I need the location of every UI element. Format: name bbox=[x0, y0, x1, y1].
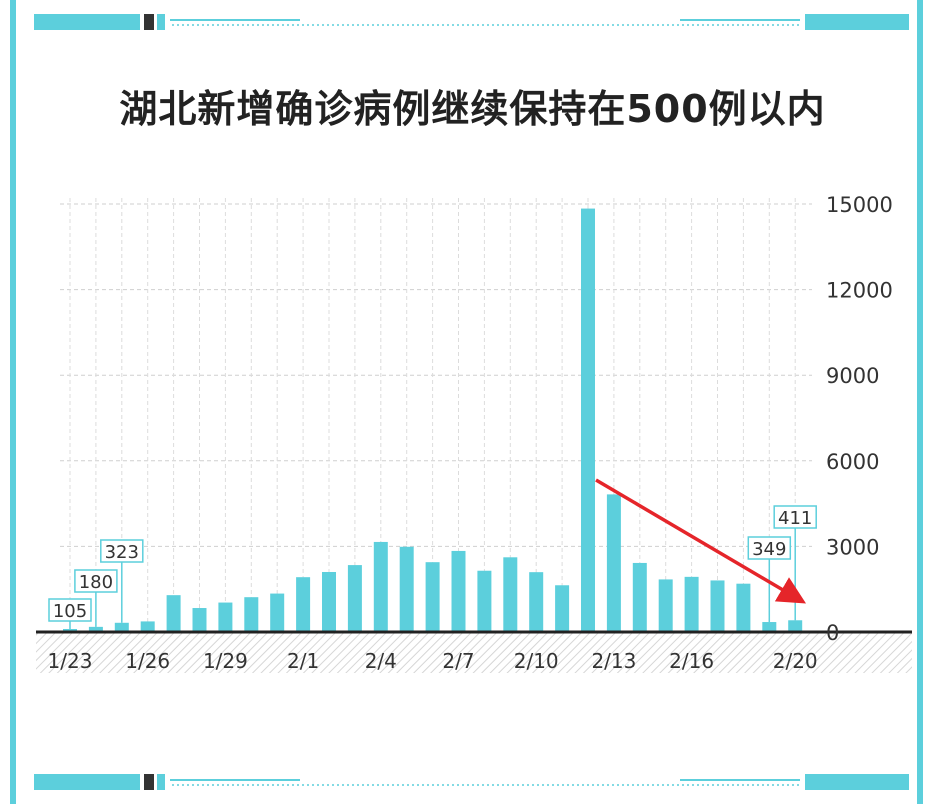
bar bbox=[347, 565, 362, 632]
svg-text:411: 411 bbox=[778, 508, 812, 529]
x-tick-label: 2/1 bbox=[287, 649, 319, 673]
frame-right-border bbox=[917, 0, 923, 804]
y-tick-label: 9000 bbox=[826, 364, 879, 388]
svg-text:105: 105 bbox=[53, 601, 87, 622]
bar bbox=[192, 608, 207, 632]
bar bbox=[581, 208, 595, 632]
bar bbox=[788, 620, 803, 632]
bar bbox=[399, 546, 414, 632]
data-label: 105 bbox=[48, 598, 92, 630]
x-tick-label: 2/7 bbox=[442, 649, 474, 673]
bar bbox=[503, 557, 518, 632]
bar bbox=[684, 576, 699, 632]
data-label: 323 bbox=[100, 539, 144, 623]
bar bbox=[270, 593, 285, 632]
bars bbox=[63, 208, 803, 632]
bar bbox=[322, 571, 336, 632]
x-tick-label: 2/16 bbox=[669, 649, 714, 673]
bar bbox=[477, 570, 492, 632]
x-tick-label: 2/10 bbox=[514, 649, 559, 673]
x-tick-label: 1/29 bbox=[203, 649, 248, 673]
bar bbox=[762, 622, 777, 632]
bar bbox=[166, 595, 181, 632]
bar bbox=[425, 562, 440, 632]
x-axis-band bbox=[36, 633, 912, 673]
chart-title: 湖北新增确诊病例继续保持在500例以内 bbox=[119, 87, 826, 131]
bar bbox=[632, 562, 647, 632]
y-tick-label: 12000 bbox=[826, 279, 893, 303]
bar bbox=[658, 579, 673, 632]
y-tick-label: 3000 bbox=[826, 535, 879, 559]
data-label: 180 bbox=[74, 569, 118, 627]
x-tick-label: 2/20 bbox=[773, 649, 818, 673]
y-tick-label: 15000 bbox=[826, 193, 893, 217]
y-tick-label: 6000 bbox=[826, 450, 879, 474]
bar bbox=[218, 602, 233, 632]
bar bbox=[244, 597, 259, 632]
x-tick-label: 2/4 bbox=[365, 649, 397, 673]
trend-arrow bbox=[595, 478, 807, 604]
bar bbox=[114, 622, 129, 632]
bar bbox=[373, 541, 388, 632]
x-tick-label: 1/23 bbox=[48, 649, 93, 673]
bar bbox=[88, 626, 103, 632]
svg-text:180: 180 bbox=[79, 572, 113, 593]
bar bbox=[736, 583, 751, 632]
bar bbox=[555, 585, 570, 632]
grid-lines bbox=[60, 198, 812, 632]
bar bbox=[710, 580, 725, 632]
bar bbox=[451, 550, 466, 632]
bar bbox=[296, 577, 311, 632]
frame-left-border bbox=[10, 0, 16, 804]
svg-text:349: 349 bbox=[752, 539, 786, 560]
svg-text:323: 323 bbox=[105, 542, 139, 563]
x-tick-label: 2/13 bbox=[591, 649, 636, 673]
bar bbox=[140, 621, 155, 632]
data-label: 349 bbox=[747, 536, 792, 623]
data-labels: 105 180 323 349 411 bbox=[48, 505, 817, 630]
bar bbox=[529, 572, 544, 632]
y-tick-labels: 0 3000 6000 9000 12000 15000 bbox=[826, 193, 893, 645]
x-tick-labels: 1/23 1/26 1/29 2/1 2/4 2/7 2/10 2/13 2/16 2/20 bbox=[48, 649, 818, 673]
data-label: 411 bbox=[773, 505, 817, 621]
bar bbox=[606, 494, 621, 632]
x-tick-label: 1/26 bbox=[125, 649, 170, 673]
y-tick-label: 0 bbox=[826, 621, 839, 645]
